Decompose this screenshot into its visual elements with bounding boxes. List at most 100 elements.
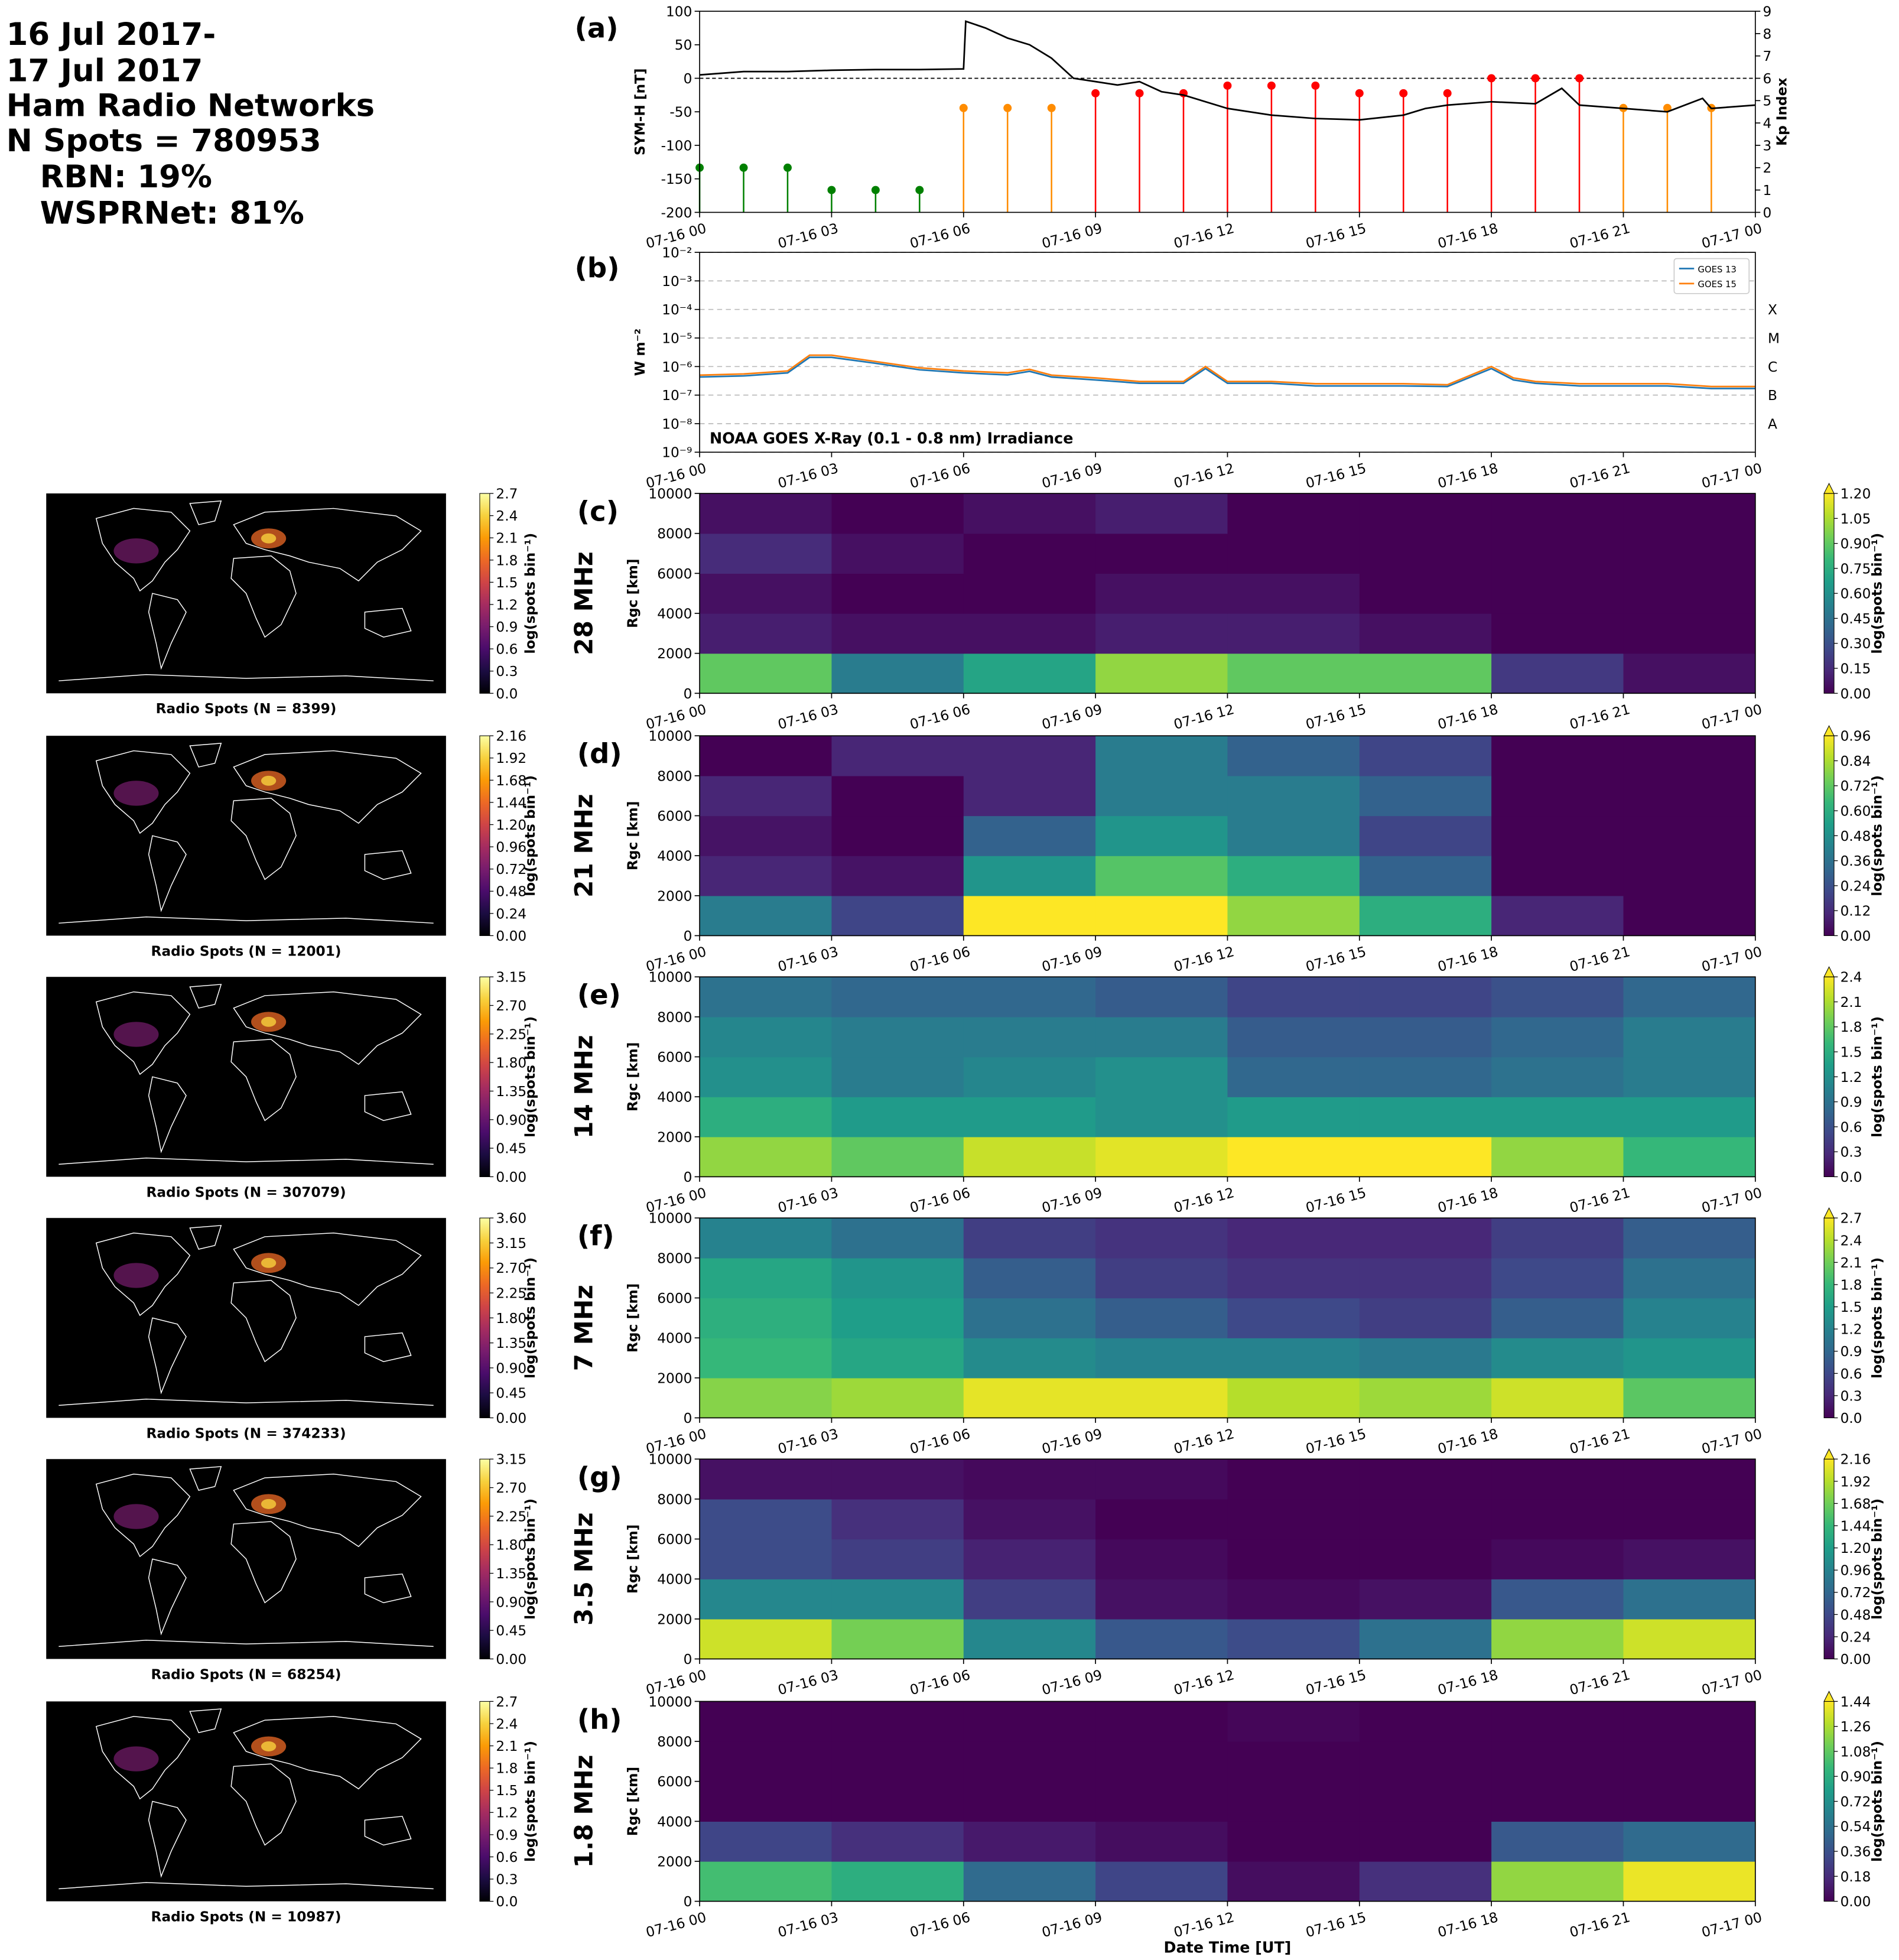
heatmap-cell [700,895,833,937]
kp-marker [1091,89,1100,97]
flare-class-label: X [1768,302,1777,318]
heatmap-cell [1095,1701,1228,1742]
y-tick-label: 6000 [657,808,692,824]
panel-label: (e) [577,979,621,1011]
heatmap-cell [1359,1781,1492,1822]
colorbar-tick-label: 2.16 [496,729,526,745]
colorbar-tick-label: 0.36 [1841,1844,1871,1860]
heatmap-cell [1227,1057,1360,1097]
kp-marker [1223,81,1232,90]
heatmap-cell [1623,493,1756,534]
heatmap-cell [1491,856,1624,896]
y2-tick-label: 4 [1763,116,1772,132]
colorbar-tick-label: 1.05 [1841,511,1871,527]
colorbar-tick-label: 0.90 [496,1112,526,1128]
colorbar-tick-label: 1.5 [496,1783,518,1799]
heatmap-cell [700,1701,833,1742]
flare-class-label: A [1768,416,1777,432]
heatmap-cell [1491,1701,1624,1742]
colorbar-tick-label: 0.72 [1841,1794,1871,1810]
heatmap-cell [1095,1539,1228,1579]
heatmap-cell [700,736,833,776]
heatmap-cell [700,1861,833,1902]
colorbar-tick-label: 1.35 [496,1335,526,1351]
spot-glow [261,533,277,544]
heatmap-cell [700,653,833,694]
heatmap-cell [1227,1016,1360,1058]
colorbar [1823,1458,1835,1660]
colorbar-extend [1823,725,1835,736]
y-tick-label: 0 [684,1894,692,1910]
map-caption: Radio Spots (N = 10987) [151,1909,342,1925]
heatmap-cell [1623,1136,1756,1178]
y2-tick-label: 7 [1763,48,1772,64]
y-axis-label: Rgc [km] [625,1525,640,1594]
heatmap-cell [1095,775,1228,817]
colorbar-tick-label: 1.80 [496,1055,526,1071]
y-axis-label: Rgc [km] [625,1283,640,1353]
colorbar-tick-label: 0.12 [1841,903,1871,919]
legend-box [1673,258,1750,294]
heatmap-cell [700,613,833,654]
colorbar-tick-label: 2.25 [496,1286,526,1302]
colorbar-label: log(spots bin⁻¹) [522,1257,538,1379]
heatmap-cell [1095,1298,1228,1338]
heatmap-cell [1359,573,1492,614]
y2-tick-label: 6 [1763,71,1772,87]
colorbar-extend [1823,1207,1835,1218]
heatmap-cell [963,533,1096,574]
heatmap-cell [1623,1821,1756,1862]
heatmap-cell [1227,1861,1360,1902]
kp-marker [1135,89,1144,97]
world-map [46,1218,446,1418]
heatmap-cell [831,1298,964,1338]
colorbar-tick-label: 0.00 [496,1652,526,1668]
heatmap-cell [1227,1257,1360,1299]
heatmap-cell [1359,1618,1492,1660]
heatmap-cell [1491,1499,1624,1540]
heatmap-cell [1095,1741,1228,1782]
colorbar-tick-label: 0.0 [1841,1410,1862,1426]
heatmap-cell [700,573,833,614]
heatmap-cell [1623,1057,1756,1097]
coastline [58,674,434,681]
colorbar-tick-label: 0.72 [496,862,526,877]
colorbar-tick-label: 2.4 [496,508,518,524]
heatmap-cell [1227,775,1360,817]
colorbar-tick-label: 1.35 [496,1566,526,1582]
heatmap-cell [1623,1298,1756,1338]
colorbar-tick-label: 3.15 [496,970,526,986]
y-tick-label: 10000 [648,729,692,745]
panel-label: (g) [577,1461,622,1493]
heatmap-cell [1491,1136,1624,1178]
y-tick-label: 0 [684,1652,692,1668]
colorbar-tick-label: 0.15 [1841,661,1871,677]
y-tick-label: 6000 [657,1291,692,1306]
coastline [95,508,191,592]
colorbar-tick-label: 0.24 [1841,1629,1871,1645]
world-map [46,1459,446,1659]
heatmap-cell [1491,533,1624,574]
coastline [189,1225,222,1250]
y-tick-label: 10⁻⁶ [662,359,692,375]
colorbar-tick-label: 0.96 [1841,729,1871,745]
heatmap-cell [1623,1016,1756,1058]
colorbar-tick-label: 1.44 [1841,1518,1871,1534]
y-tick-label: 10⁻³ [662,274,692,290]
colorbar-tick-label: 1.2 [496,1805,518,1821]
colorbar-tick-label: 0.75 [1841,561,1871,577]
summary-line: N Spots = 780953 [6,123,321,159]
y-tick-label: 6000 [657,1774,692,1790]
heatmap-cell [963,1781,1096,1822]
y-axis-label: Rgc [km] [625,1767,640,1836]
heatmap-cell [1491,1459,1624,1500]
y-tick-label: -50 [669,105,692,121]
coastline [364,1816,412,1846]
heatmap-cell [1491,1618,1624,1660]
y-tick-label: 100 [666,4,692,19]
heatmap-cell [1359,775,1492,817]
world-map [46,736,446,936]
heatmap-cell [963,1499,1096,1540]
heatmap-cell [1095,1257,1228,1299]
summary-line: RBN: 19% [40,159,212,195]
